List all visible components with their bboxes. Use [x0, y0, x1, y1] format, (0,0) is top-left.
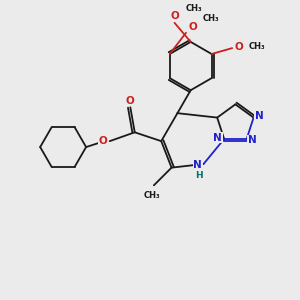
Text: CH₃: CH₃: [248, 42, 265, 51]
Text: O: O: [234, 42, 243, 52]
Text: CH₃: CH₃: [202, 14, 219, 23]
Text: N: N: [254, 111, 263, 121]
Text: H: H: [195, 171, 203, 180]
Text: O: O: [126, 96, 135, 106]
Text: O: O: [188, 22, 197, 32]
Text: CH₃: CH₃: [143, 190, 160, 200]
Text: N: N: [213, 133, 222, 142]
Text: CH₃: CH₃: [186, 4, 202, 13]
Text: O: O: [99, 136, 108, 146]
Text: N: N: [248, 136, 256, 146]
Text: N: N: [193, 160, 202, 170]
Text: O: O: [170, 11, 179, 21]
